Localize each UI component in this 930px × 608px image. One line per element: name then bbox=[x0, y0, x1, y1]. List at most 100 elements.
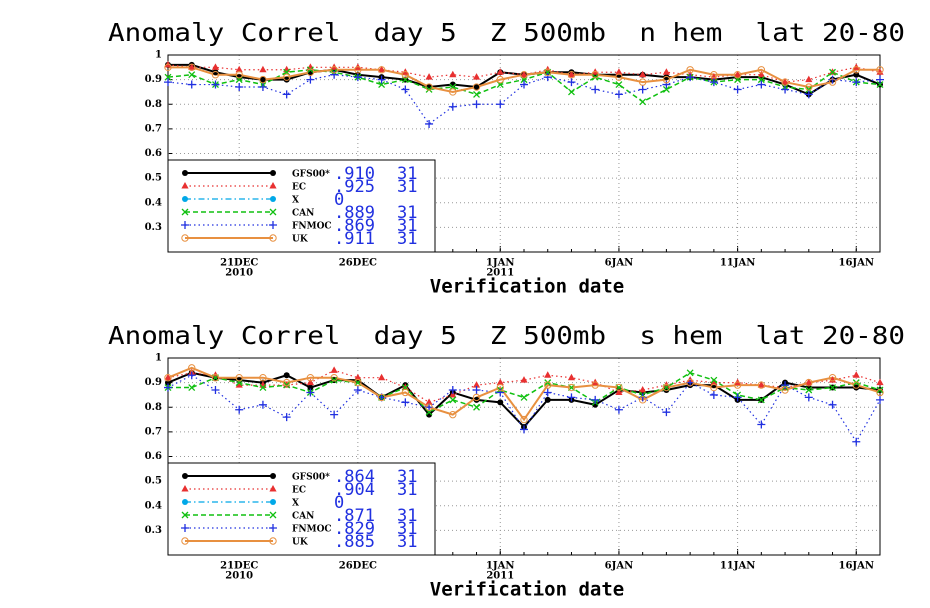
x-axis-label: Verification date bbox=[430, 276, 624, 298]
marker bbox=[354, 66, 362, 74]
marker bbox=[757, 70, 765, 78]
marker bbox=[306, 388, 315, 397]
marker bbox=[269, 537, 277, 545]
marker bbox=[188, 71, 196, 79]
marker bbox=[686, 73, 695, 82]
marker bbox=[473, 403, 480, 411]
x-tick-label: 1JAN bbox=[486, 258, 515, 269]
marker bbox=[710, 71, 718, 79]
marker bbox=[853, 71, 860, 78]
marker bbox=[757, 396, 765, 404]
y-tick-label: 0.9 bbox=[145, 74, 162, 85]
marker bbox=[733, 71, 742, 79]
marker bbox=[211, 80, 220, 89]
marker bbox=[852, 66, 860, 74]
legend-count: 31 bbox=[397, 532, 417, 552]
legend-count: 31 bbox=[397, 506, 417, 526]
marker bbox=[181, 234, 189, 242]
marker bbox=[306, 66, 314, 74]
marker bbox=[638, 78, 647, 86]
marker bbox=[188, 364, 196, 372]
marker bbox=[544, 379, 552, 387]
plot-frame bbox=[167, 357, 881, 556]
marker bbox=[330, 70, 339, 79]
marker bbox=[282, 73, 291, 81]
marker bbox=[591, 85, 600, 94]
marker bbox=[639, 70, 647, 78]
marker bbox=[662, 68, 670, 75]
marker bbox=[283, 76, 290, 83]
marker bbox=[187, 80, 196, 89]
marker bbox=[662, 383, 671, 392]
chart-title: Anomaly Correl day 5 Z 500mb s hem lat 2… bbox=[108, 321, 905, 350]
y-tick-label: 1 bbox=[155, 50, 162, 61]
marker bbox=[520, 71, 528, 79]
marker bbox=[378, 373, 386, 381]
marker bbox=[497, 399, 504, 406]
marker bbox=[615, 388, 623, 395]
marker bbox=[473, 90, 480, 98]
marker bbox=[378, 81, 386, 89]
legend-name: X bbox=[292, 499, 299, 509]
legend-name: GFS00* bbox=[292, 170, 330, 180]
marker bbox=[330, 366, 338, 373]
marker bbox=[270, 170, 276, 176]
marker bbox=[543, 73, 552, 82]
marker bbox=[804, 393, 813, 402]
marker bbox=[211, 386, 220, 395]
legend-count: 31 bbox=[397, 519, 417, 539]
marker bbox=[282, 413, 291, 422]
marker bbox=[188, 63, 196, 70]
marker bbox=[473, 84, 480, 91]
legend-count: 31 bbox=[397, 203, 417, 223]
marker bbox=[757, 80, 766, 89]
marker bbox=[377, 393, 386, 402]
marker bbox=[258, 83, 267, 92]
x-tick-year: 2011 bbox=[486, 268, 514, 279]
marker bbox=[567, 373, 576, 381]
y-tick-label: 0.6 bbox=[145, 148, 162, 159]
marker bbox=[615, 384, 623, 392]
marker bbox=[449, 396, 457, 404]
marker bbox=[662, 80, 671, 89]
legend-name: FNMOC bbox=[292, 525, 332, 535]
legend-name: GFS00* bbox=[292, 473, 330, 483]
marker bbox=[425, 83, 433, 91]
marker bbox=[520, 80, 528, 89]
legend-score: .911 bbox=[334, 229, 375, 249]
marker bbox=[472, 386, 481, 395]
plot-frame bbox=[167, 54, 881, 253]
x-tick-label: 11JAN bbox=[720, 258, 756, 269]
marker bbox=[876, 386, 884, 394]
marker bbox=[307, 384, 314, 391]
marker bbox=[353, 386, 362, 395]
x-tick-label: 11JAN bbox=[720, 561, 756, 572]
marker bbox=[805, 386, 813, 394]
legend-count: 31 bbox=[397, 216, 417, 236]
marker bbox=[828, 376, 837, 383]
marker bbox=[448, 102, 457, 111]
marker bbox=[734, 70, 742, 78]
marker bbox=[448, 386, 457, 395]
marker bbox=[781, 78, 789, 85]
marker bbox=[354, 379, 362, 387]
x-tick-label: 16JAN bbox=[838, 258, 874, 269]
marker bbox=[686, 369, 694, 377]
legend-score: 0 bbox=[334, 190, 344, 210]
marker bbox=[473, 396, 480, 403]
marker bbox=[615, 68, 623, 75]
marker bbox=[259, 374, 267, 382]
legend-name: CAN bbox=[292, 512, 314, 522]
marker bbox=[757, 76, 765, 84]
legend-count: 31 bbox=[397, 229, 417, 249]
legend-score: .869 bbox=[334, 216, 375, 236]
marker bbox=[567, 383, 576, 392]
marker bbox=[520, 393, 528, 401]
marker bbox=[591, 395, 600, 404]
marker bbox=[852, 78, 861, 87]
marker bbox=[852, 371, 860, 378]
marker bbox=[259, 65, 267, 73]
marker bbox=[496, 100, 505, 109]
marker bbox=[781, 381, 790, 390]
marker bbox=[181, 511, 189, 519]
